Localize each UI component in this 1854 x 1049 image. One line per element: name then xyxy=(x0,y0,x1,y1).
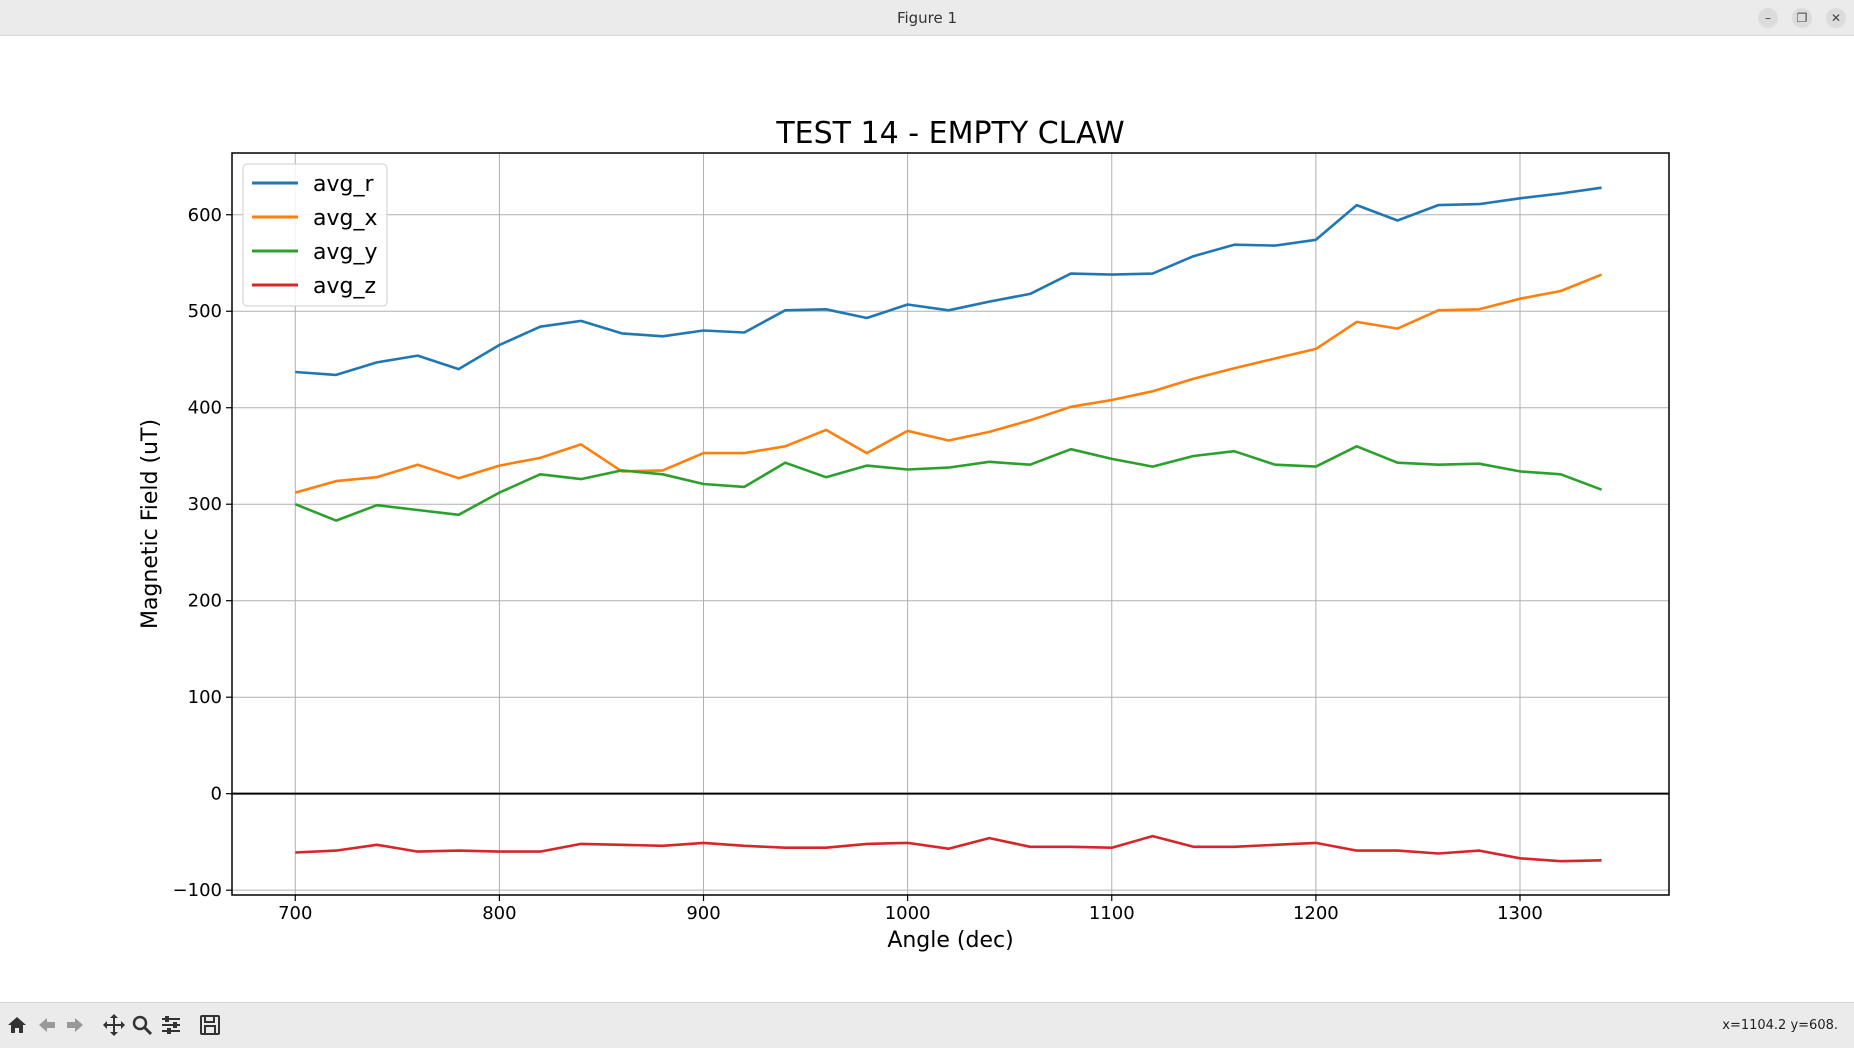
legend-label-avg-x: avg_x xyxy=(313,206,378,231)
window-titlebar: Figure 1 – ❐ ✕ xyxy=(0,0,1854,36)
y-axis-label: Magnetic Field (uT) xyxy=(138,419,163,629)
series-line-avg-r xyxy=(295,186,1602,377)
close-button[interactable]: ✕ xyxy=(1826,8,1846,28)
y-tick-label: 400 xyxy=(188,398,222,419)
pan-icon[interactable] xyxy=(101,1012,127,1038)
x-tick-label: 1100 xyxy=(1089,903,1135,924)
legend-label-avg-y: avg_y xyxy=(313,240,378,265)
home-icon[interactable] xyxy=(4,1012,30,1038)
x-axis-label: Angle (dec) xyxy=(887,928,1013,953)
line-chart: 700 800 900 1000 1100 1200 1300 −100 0 100 200 300 4… xyxy=(138,116,1670,953)
chart-title: TEST 14 - EMPTY CLAW xyxy=(775,116,1124,151)
x-tick-label: 1200 xyxy=(1293,903,1339,924)
minimize-button[interactable]: – xyxy=(1758,8,1778,28)
y-tick-label: 0 xyxy=(211,784,222,805)
back-arrow-icon[interactable] xyxy=(34,1012,60,1038)
series-line-avg-x xyxy=(294,273,1603,494)
y-tick-label: 500 xyxy=(188,301,222,322)
legend-label-avg-z: avg_z xyxy=(313,274,376,299)
y-tick-label: −100 xyxy=(173,880,222,901)
y-tick-label: 600 xyxy=(188,205,222,226)
window-title: Figure 1 xyxy=(896,9,958,27)
figure-canvas[interactable]: 700 800 900 1000 1100 1200 1300 −100 0 100 200 300 4… xyxy=(0,36,1854,1002)
x-tick-label: 700 xyxy=(278,903,312,924)
x-tick-label: 900 xyxy=(686,903,720,924)
plot-frame xyxy=(231,152,1670,896)
legend: avg_r avg_x avg_y avg_z xyxy=(242,163,388,307)
save-icon[interactable] xyxy=(197,1012,223,1038)
y-tick-label: 200 xyxy=(188,591,222,612)
y-tick-label: 100 xyxy=(188,687,222,708)
restore-button[interactable]: ❐ xyxy=(1792,8,1812,28)
x-tick-label: 1300 xyxy=(1497,903,1543,924)
plot-background xyxy=(232,153,1669,895)
configure-subplots-icon[interactable] xyxy=(158,1012,184,1038)
cursor-coordinates: x=1104.2 y=608. xyxy=(1722,1018,1838,1033)
zoom-icon[interactable] xyxy=(129,1012,155,1038)
legend-label-avg-r: avg_r xyxy=(313,172,374,197)
y-tick-label: 300 xyxy=(188,494,222,515)
navigation-toolbar: x=1104.2 y=608. xyxy=(0,1002,1854,1048)
x-tick-label: 1000 xyxy=(885,903,931,924)
x-tick-label: 800 xyxy=(482,903,516,924)
legend-box xyxy=(242,163,388,307)
series-line-avg-z xyxy=(295,834,1602,863)
forward-arrow-icon[interactable] xyxy=(62,1012,88,1038)
series-line-avg-y xyxy=(294,444,1603,522)
